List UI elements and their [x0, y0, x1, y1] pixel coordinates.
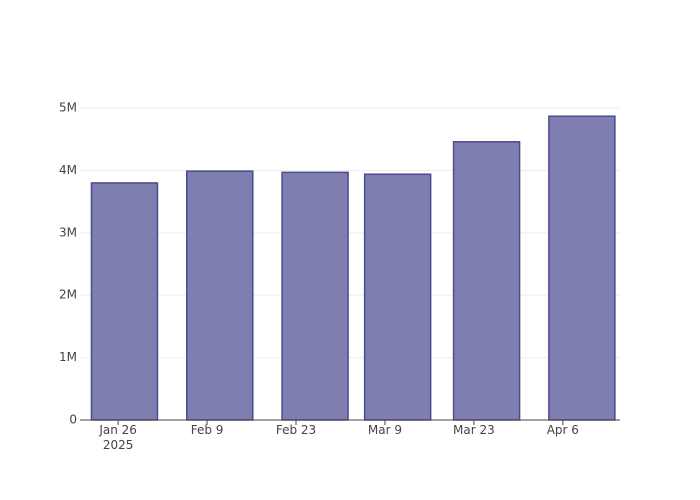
x-tick-label-line: 2025: [103, 438, 134, 452]
bar: [452, 141, 521, 421]
x-tick-label: Jan 26 2025: [98, 423, 137, 452]
x-tick-label-line: Feb 23: [276, 423, 316, 437]
bar: [281, 171, 349, 421]
x-tick-label: Mar 9: [368, 423, 402, 437]
x-tick-label-line: Mar 23: [453, 423, 495, 437]
y-tick-label: 3M: [59, 225, 77, 239]
x-tick-label-line: Jan 26: [98, 423, 137, 437]
x-tick-label: Feb 23: [276, 423, 316, 437]
bar: [90, 182, 159, 421]
x-tick-label: Feb 9: [191, 423, 224, 437]
x-tick-label-line: Feb 9: [191, 423, 224, 437]
x-tick-label: Mar 23: [453, 423, 495, 437]
y-tick-label: 2M: [59, 288, 77, 302]
x-tick-label: Apr 6: [547, 423, 579, 437]
y-tick-label: 5M: [59, 101, 77, 115]
bar: [186, 170, 254, 421]
y-tick-label: 4M: [59, 163, 77, 177]
x-tick-label-line: Apr 6: [547, 423, 579, 437]
y-tick-label: 1M: [59, 350, 77, 364]
y-tick-label: 0: [69, 413, 77, 427]
bar: [363, 173, 432, 421]
bar: [548, 115, 616, 421]
x-tick-label-line: Mar 9: [368, 423, 402, 437]
